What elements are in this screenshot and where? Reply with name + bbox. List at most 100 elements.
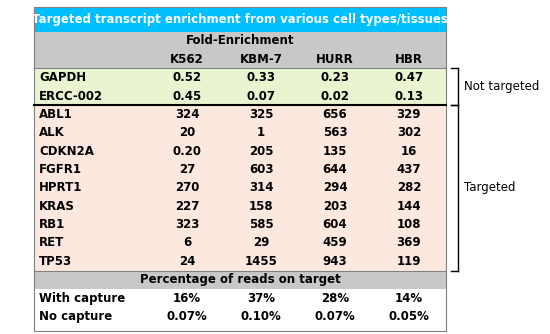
Text: 282: 282 <box>397 181 421 194</box>
Bar <box>34 179 150 197</box>
Bar <box>150 234 224 252</box>
Bar <box>34 32 446 50</box>
Text: 585: 585 <box>249 218 273 231</box>
Text: 0.05%: 0.05% <box>388 310 430 323</box>
Text: 656: 656 <box>323 108 348 121</box>
Text: 158: 158 <box>249 200 273 213</box>
Bar <box>298 179 372 197</box>
Bar <box>224 179 298 197</box>
Bar <box>298 215 372 234</box>
Bar <box>34 252 150 271</box>
Bar <box>224 105 298 124</box>
Text: 0.47: 0.47 <box>394 71 424 84</box>
Text: 325: 325 <box>249 108 273 121</box>
Text: ABL1: ABL1 <box>39 108 73 121</box>
Text: Fold-Enrichment: Fold-Enrichment <box>186 34 294 47</box>
Bar <box>34 197 150 215</box>
Text: Percentage of reads on target: Percentage of reads on target <box>140 273 340 286</box>
Text: 108: 108 <box>397 218 421 231</box>
Text: RET: RET <box>39 236 64 249</box>
Bar <box>34 124 150 142</box>
Bar <box>298 87 372 105</box>
Text: 16%: 16% <box>173 292 201 305</box>
Text: 119: 119 <box>397 255 421 268</box>
Bar <box>372 307 446 326</box>
Bar <box>224 197 298 215</box>
Bar <box>224 142 298 160</box>
Text: 563: 563 <box>323 126 347 139</box>
Text: 0.45: 0.45 <box>173 90 202 103</box>
Bar <box>298 160 372 179</box>
Text: 0.52: 0.52 <box>173 71 202 84</box>
Bar <box>34 234 150 252</box>
Bar <box>224 252 298 271</box>
Text: Not targeted: Not targeted <box>465 80 540 93</box>
Text: KRAS: KRAS <box>39 200 75 213</box>
Bar <box>372 215 446 234</box>
Bar <box>34 87 150 105</box>
Text: FGFR1: FGFR1 <box>39 163 82 176</box>
Bar <box>372 87 446 105</box>
Text: 1: 1 <box>257 126 265 139</box>
Bar <box>224 215 298 234</box>
Text: K562: K562 <box>170 53 204 66</box>
Bar <box>298 68 372 87</box>
Text: RB1: RB1 <box>39 218 65 231</box>
Text: No capture: No capture <box>39 310 112 323</box>
Text: 0.23: 0.23 <box>321 71 349 84</box>
Bar <box>372 234 446 252</box>
Text: 16: 16 <box>401 145 417 158</box>
Bar <box>372 124 446 142</box>
Bar <box>298 105 372 124</box>
Text: KBM-7: KBM-7 <box>240 53 283 66</box>
Bar <box>150 252 224 271</box>
Bar <box>224 289 298 307</box>
Bar <box>224 87 298 105</box>
Text: ALK: ALK <box>39 126 65 139</box>
Text: 0.02: 0.02 <box>321 90 349 103</box>
Text: 323: 323 <box>175 218 199 231</box>
Text: 604: 604 <box>323 218 347 231</box>
Bar <box>298 307 372 326</box>
Text: 205: 205 <box>249 145 273 158</box>
Text: 28%: 28% <box>321 292 349 305</box>
Bar <box>34 215 150 234</box>
Bar <box>34 50 446 68</box>
Text: 270: 270 <box>175 181 199 194</box>
Bar <box>298 197 372 215</box>
Bar <box>372 252 446 271</box>
Text: GAPDH: GAPDH <box>39 71 86 84</box>
Text: 314: 314 <box>249 181 273 194</box>
Text: 144: 144 <box>397 200 421 213</box>
Text: HBR: HBR <box>395 53 423 66</box>
Text: 369: 369 <box>397 236 421 249</box>
Text: 37%: 37% <box>247 292 275 305</box>
Text: 0.10%: 0.10% <box>241 310 282 323</box>
Bar <box>34 105 150 124</box>
Text: HPRT1: HPRT1 <box>39 181 82 194</box>
Bar <box>298 142 372 160</box>
Text: 302: 302 <box>397 126 421 139</box>
Text: 0.07%: 0.07% <box>315 310 355 323</box>
Text: 644: 644 <box>323 163 348 176</box>
Bar <box>224 307 298 326</box>
Bar <box>298 252 372 271</box>
Bar <box>372 289 446 307</box>
Text: 0.07: 0.07 <box>246 90 276 103</box>
Text: ERCC-002: ERCC-002 <box>39 90 103 103</box>
Bar <box>372 142 446 160</box>
Text: 329: 329 <box>397 108 421 121</box>
Text: 135: 135 <box>323 145 347 158</box>
Bar <box>372 160 446 179</box>
Bar <box>150 87 224 105</box>
Text: 203: 203 <box>323 200 347 213</box>
Text: 27: 27 <box>179 163 195 176</box>
Bar <box>34 68 150 87</box>
Bar <box>372 197 446 215</box>
Bar <box>150 197 224 215</box>
Bar <box>150 68 224 87</box>
Text: With capture: With capture <box>39 292 125 305</box>
Bar <box>224 68 298 87</box>
Bar <box>150 105 224 124</box>
Bar <box>150 215 224 234</box>
